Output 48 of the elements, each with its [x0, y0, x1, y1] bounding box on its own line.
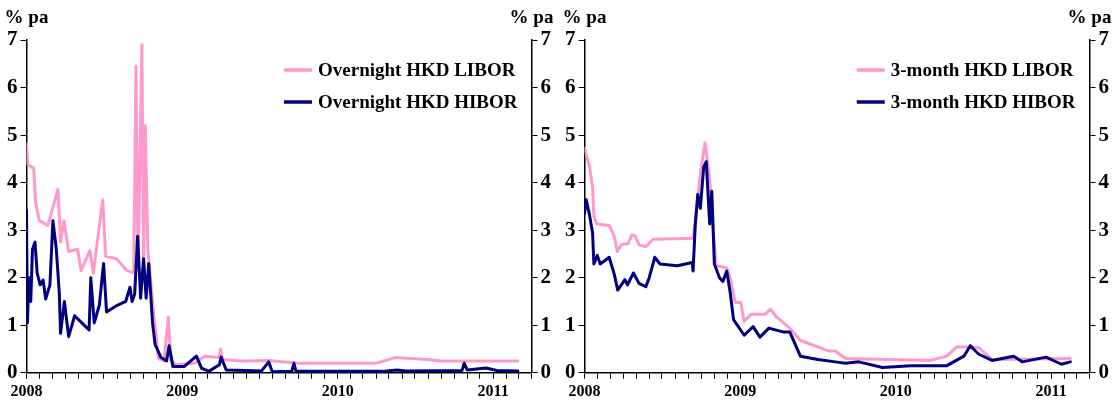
y2-tick-label: 3	[540, 216, 551, 241]
y-axis-title: % pa	[4, 6, 49, 28]
y2-tick-label: 1	[540, 311, 551, 336]
x-tick-label: 2008	[10, 381, 43, 399]
legend-label: Overnight HKD LIBOR	[317, 58, 516, 80]
y-tick-label: 7	[7, 26, 18, 51]
y-tick-label: 2	[565, 264, 576, 289]
y-tick-label: 3	[7, 216, 18, 241]
y-tick-label: 7	[565, 26, 576, 51]
y2-tick-label: 5	[1098, 121, 1109, 146]
y2-tick-label: 1	[1098, 311, 1109, 336]
y2-tick-label: 2	[540, 264, 551, 289]
x-tick-label: 2011	[1035, 381, 1067, 399]
y2-tick-label: 3	[1098, 216, 1109, 241]
x-tick-label: 2010	[879, 381, 912, 399]
y2-tick-label: 6	[540, 73, 551, 98]
legend-label: 3-month HKD HIBOR	[890, 90, 1076, 112]
y-tick-label: 6	[565, 73, 576, 98]
y2-axis-title: % pa	[509, 6, 554, 28]
x-tick-label: 2009	[724, 381, 757, 399]
y-axis-title: % pa	[562, 6, 607, 28]
y-tick-label: 6	[7, 73, 18, 98]
legend-label: Overnight HKD HIBOR	[317, 90, 518, 112]
y2-tick-label: 4	[1098, 169, 1110, 194]
y-tick-label: 0	[565, 359, 576, 384]
y2-tick-label: 0	[1098, 359, 1109, 384]
y2-tick-label: 5	[540, 121, 551, 146]
y2-tick-label: 2	[1098, 264, 1109, 289]
y2-tick-label: 4	[540, 169, 552, 194]
y-tick-label: 3	[565, 216, 576, 241]
y2-tick-label: 0	[540, 359, 551, 384]
y-tick-label: 4	[7, 169, 18, 194]
x-tick-label: 2008	[568, 381, 601, 399]
y2-axis-title: % pa	[1067, 6, 1112, 28]
y-tick-label: 5	[565, 121, 576, 146]
y2-tick-label: 6	[1098, 73, 1109, 98]
y-tick-label: 1	[565, 311, 576, 336]
y-tick-label: 5	[7, 121, 18, 146]
y-tick-label: 1	[7, 311, 18, 336]
x-tick-label: 2011	[477, 381, 509, 399]
x-tick-label: 2009	[166, 381, 199, 399]
y-tick-label: 4	[565, 169, 576, 194]
y-tick-label: 0	[7, 359, 18, 384]
y-tick-label: 2	[7, 264, 18, 289]
y2-tick-label: 7	[540, 26, 551, 51]
y2-tick-label: 7	[1098, 26, 1109, 51]
x-tick-label: 2010	[321, 381, 354, 399]
legend-label: 3-month HKD LIBOR	[890, 58, 1074, 80]
